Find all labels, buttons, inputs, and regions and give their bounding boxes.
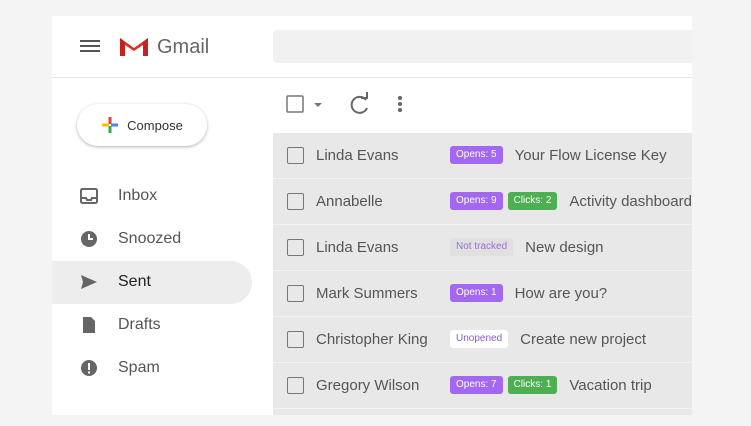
subject: New design — [525, 238, 604, 256]
email-row[interactable]: Linda Evans Not tracked New design — [273, 225, 692, 271]
nav-label: Sent — [118, 273, 151, 290]
tracking-badge: Opens: 7 — [450, 376, 503, 394]
tracking-badge: Unopened — [450, 330, 509, 348]
badges: Not tracked New design — [450, 238, 604, 256]
nav-label: Drafts — [118, 316, 161, 333]
search-bar[interactable] — [273, 30, 692, 63]
sender: Gregory Wilson — [316, 377, 420, 394]
sender: Linda Evans — [316, 239, 399, 256]
badges: Opens: 1 How are you? — [450, 284, 607, 302]
sender: Christopher King — [316, 331, 428, 348]
checkbox[interactable] — [287, 377, 304, 394]
nav-icon — [80, 188, 98, 204]
email-row[interactable]: Christopher King Unopened Create new proje… — [273, 317, 692, 363]
refresh[interactable] — [350, 92, 368, 114]
subject: How are you? — [514, 284, 608, 302]
nav-icon — [81, 231, 97, 247]
nav-icon — [81, 360, 97, 376]
email-row[interactable]: Mark Summers Opens: 1 How are you? — [273, 271, 692, 317]
sender: Linda Evans — [316, 147, 399, 164]
email-list: Linda Evans Opens: 5 Your Flow License Key… — [273, 133, 692, 415]
badges: Unopened Create new project — [450, 330, 646, 348]
gmail-window: Gmail Compose Inbox Snoozed Sent Drafts Spam… — [52, 16, 692, 415]
tracking-badge: Opens: 5 — [450, 146, 503, 164]
checkbox[interactable] — [287, 239, 304, 256]
sender: Mark Summers — [316, 285, 418, 302]
email-row[interactable]: Annabelle Opens: 9 Clicks: 2 Activity dashb… — [273, 179, 692, 225]
divider — [52, 77, 692, 78]
nav-item[interactable]: Inbox — [52, 175, 252, 218]
tracking-badge: Opens: 1 — [450, 284, 503, 302]
compose-button[interactable]: Compose — [77, 104, 207, 146]
tracking-badge: Opens: 9 — [450, 192, 503, 210]
nav-item[interactable]: Sent — [52, 261, 252, 304]
checkbox[interactable] — [287, 285, 304, 302]
nav-label: Spam — [118, 359, 160, 376]
badges: Opens: 9 Clicks: 2 Activity dashboard — [450, 192, 692, 210]
badges: Opens: 7 Clicks: 1 Vacation trip — [450, 376, 652, 394]
tracking-badge: Not tracked — [450, 238, 514, 256]
more[interactable] — [398, 96, 402, 112]
tracking-badge: Clicks: 1 — [507, 376, 558, 394]
select-menu[interactable] — [314, 103, 322, 107]
toolbar — [286, 92, 402, 114]
compose-label: Compose — [127, 117, 183, 133]
subject: Your Flow License Key — [514, 146, 667, 164]
subject: Create new project — [520, 330, 647, 348]
email-row[interactable]: Gregory Wilson Opens: 7 Clicks: 1 Vacation … — [273, 363, 692, 409]
subject: Vacation trip — [569, 376, 652, 394]
badges: Opens: 5 Your Flow License Key — [450, 146, 667, 164]
gmail-logo — [120, 38, 148, 56]
nav-label: Snoozed — [118, 230, 182, 247]
app-name: Gmail — [157, 36, 210, 58]
nav-icon — [83, 317, 95, 333]
compose-plus — [102, 117, 119, 133]
select-all[interactable] — [286, 95, 304, 113]
tracking-badge: Clicks: 2 — [507, 192, 558, 210]
menu-icon[interactable] — [80, 40, 102, 54]
email-row[interactable]: Linda Evans Opens: 5 Your Flow License Key — [273, 133, 692, 179]
nav-label: Inbox — [118, 187, 158, 204]
checkbox[interactable] — [287, 331, 304, 348]
subject: Activity dashboard — [569, 192, 692, 210]
checkbox[interactable] — [287, 147, 304, 164]
sender: Annabelle — [316, 193, 383, 210]
checkbox[interactable] — [287, 193, 304, 210]
nav-item[interactable]: Drafts — [52, 304, 252, 347]
nav-item[interactable]: Spam — [52, 347, 252, 390]
nav-item[interactable]: Snoozed — [52, 218, 252, 261]
nav-icon — [81, 275, 97, 289]
